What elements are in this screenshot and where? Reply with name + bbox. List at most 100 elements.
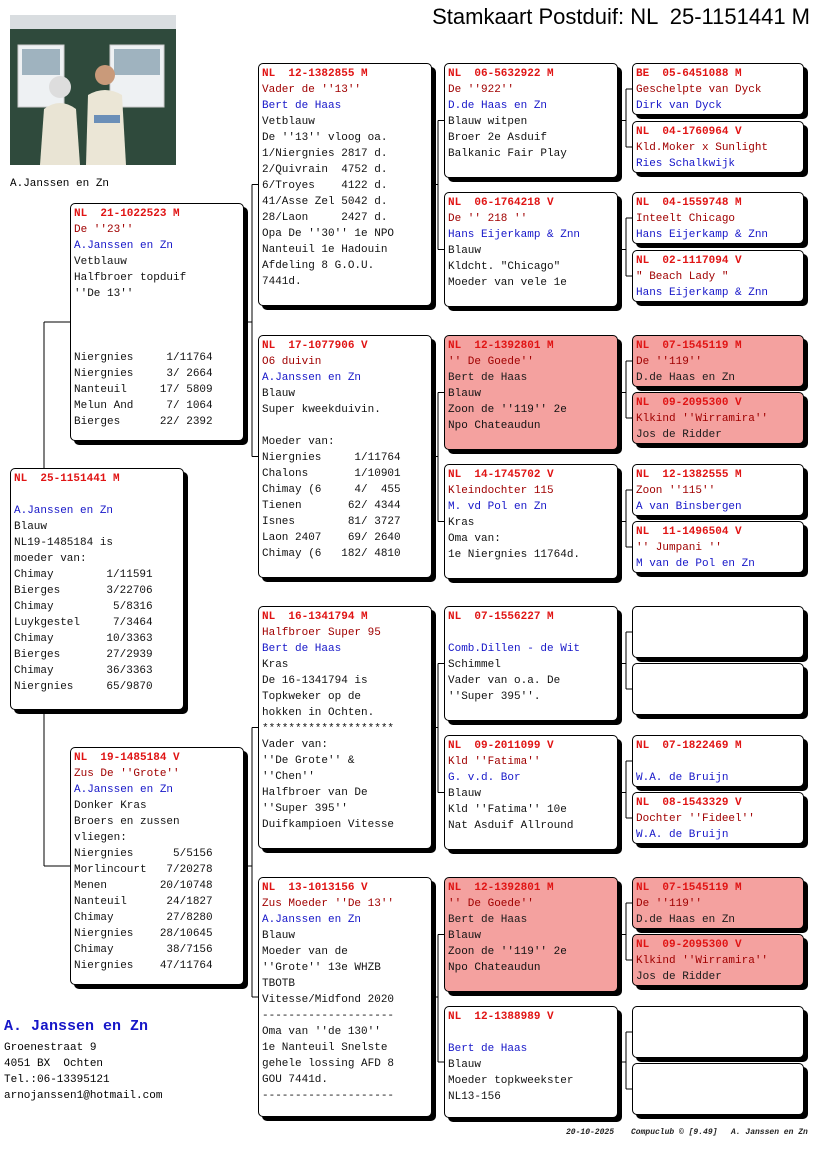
card-line: 7441d. xyxy=(262,276,302,288)
pedigree-card: NL 17-1077906 V O6 duivin A.Janssen en Zn B… xyxy=(258,335,432,578)
card-line: Halfbroer van De xyxy=(262,787,368,799)
ring-number: NL 14-1745702 V xyxy=(448,469,554,481)
pedigree-card: NL 09-2095300 V Klkind ''Wirramira'' Jos d… xyxy=(632,934,804,986)
pedigree-card: NL 16-1341794 M Halfbroer Super 95 Bert de… xyxy=(258,606,432,849)
card-line: Kras xyxy=(448,517,475,529)
address-line: Tel.:06-13395121 xyxy=(4,1074,110,1086)
card-line: Blauw xyxy=(448,388,482,400)
pigeon-name: Zus Moeder ''De 13'' xyxy=(262,898,395,910)
owner: Ries Schalkwijk xyxy=(636,158,736,170)
card-line: GOU 7441d. xyxy=(262,1074,329,1086)
pedigree-card: NL 19-1485184 V Zus De ''Grote'' A.Janssen… xyxy=(70,747,244,985)
card-line: Blauw xyxy=(448,930,482,942)
pedigree-card: NL 04-1559748 M Inteelt Chicago Hans Eijer… xyxy=(632,192,804,244)
ring-number: NL 25-1151441 M xyxy=(14,473,120,485)
card-line: Broer 2e Asduif xyxy=(448,132,548,144)
owner: Bert de Haas xyxy=(262,100,342,112)
card-line: Vitesse/Midfond 2020 xyxy=(262,994,395,1006)
ring-number: NL 07-1556227 M xyxy=(448,611,554,623)
pedigree-card: NL 09-2011099 V Kld ''Fatima'' G. v.d. Bor… xyxy=(444,735,618,850)
pedigree-card: NL 14-1745702 V Kleindochter 115 M. vd Pol… xyxy=(444,464,618,579)
ring-number: NL 06-5632922 M xyxy=(448,68,554,80)
owner: A.Janssen en Zn xyxy=(14,505,114,517)
pedigree-card: NL 04-1760964 V Kld.Moker x Sunlight Ries … xyxy=(632,121,804,173)
card-line: Chimay 1/11591 xyxy=(14,569,153,581)
card-line: Blauw xyxy=(262,930,296,942)
card-line: Menen 20/10748 xyxy=(74,880,213,892)
card-line: Blauw xyxy=(448,788,482,800)
owner: D.de Haas en Zn xyxy=(448,100,548,112)
address-line: Groenestraat 9 xyxy=(4,1042,97,1054)
owner: Hans Eijerkamp & Znn xyxy=(448,229,581,241)
pedigree-card xyxy=(632,1006,804,1058)
card-line: Oma van: xyxy=(448,533,501,545)
card-line: Niergnies 3/ 2664 xyxy=(74,368,213,380)
card-line: Chalons 1/10901 xyxy=(262,468,401,480)
pigeon-name: Vader de ''13'' xyxy=(262,84,362,96)
pedigree-card: NL 25-1151441 M A.Janssen en Zn Blauw NL19-… xyxy=(10,468,184,710)
owner: A.Janssen en Zn xyxy=(262,914,362,926)
ring-number: NL 12-1382555 M xyxy=(636,469,742,481)
card-line: Npo Chateaudun xyxy=(448,420,541,432)
pedigree-card xyxy=(632,1063,804,1115)
pedigree-card: NL 12-1392801 M '' De Goede'' Bert de Haas… xyxy=(444,877,618,992)
card-line: ******************** xyxy=(262,723,395,735)
card-line: ''De Grote'' & xyxy=(262,755,355,767)
pedigree-card: NL 09-2095300 V Klkind ''Wirramira'' Jos d… xyxy=(632,392,804,444)
pedigree-card: NL 12-1382855 M Vader de ''13'' Bert de Ha… xyxy=(258,63,432,306)
card-line: Chimay 36/3363 xyxy=(14,665,153,677)
card-line: gehele lossing AFD 8 xyxy=(262,1058,395,1070)
pedigree-card: NL 07-1545119 M De ''119'' D.de Haas en Zn xyxy=(632,335,804,387)
ring-number: NL 09-2095300 V xyxy=(636,939,742,951)
card-line: De 16-1341794 is xyxy=(262,675,368,687)
pigeon-name: O6 duivin xyxy=(262,356,322,368)
card-line: Moeder van de xyxy=(262,946,348,958)
card-line: Niergnies 5/5156 xyxy=(74,848,213,860)
card-line: Broers en zussen xyxy=(74,816,180,828)
ring-number: NL 12-1392801 M xyxy=(448,340,554,352)
owner: Bert de Haas xyxy=(448,372,528,384)
photo-caption: A.Janssen en Zn xyxy=(10,178,110,190)
card-line: hokken in Ochten. xyxy=(262,707,375,719)
owner: A.Janssen en Zn xyxy=(74,784,174,796)
card-line: Topkweker op de xyxy=(262,691,362,703)
card-line: Isnes 81/ 3727 xyxy=(262,516,401,528)
print-date: 20-10-2025 xyxy=(566,1128,615,1137)
card-line: vliegen: xyxy=(74,832,127,844)
card-line: NL13-156 xyxy=(448,1091,501,1103)
card-line: ''De 13'' xyxy=(74,288,134,300)
pedigree-card: NL 11-1496504 V '' Jumpani '' M van de Pol… xyxy=(632,521,804,573)
owner: W.A. de Bruijn xyxy=(636,829,729,841)
card-line: Laon 2407 69/ 2640 xyxy=(262,532,401,544)
card-line: Donker Kras xyxy=(74,800,147,812)
card-line: Niergnies 47/11764 xyxy=(74,960,213,972)
card-line: Kras xyxy=(262,659,289,671)
card-line: Afdeling 8 G.O.U. xyxy=(262,260,375,272)
card-line: Vader van: xyxy=(262,739,329,751)
ring-number: NL 07-1545119 M xyxy=(636,340,742,352)
ring-number: NL 19-1485184 V xyxy=(74,752,180,764)
card-line: 41/Asse Zel 5042 d. xyxy=(262,196,388,208)
card-line: Nat Asduif Allround xyxy=(448,820,574,832)
pigeon-name: Klkind ''Wirramira'' xyxy=(636,955,769,967)
ring-number: NL 09-2011099 V xyxy=(448,740,554,752)
pigeon-name: Kleindochter 115 xyxy=(448,485,554,497)
pigeon-name: De '' 218 '' xyxy=(448,213,528,225)
owner: A.Janssen en Zn xyxy=(262,372,362,384)
card-line: moeder van: xyxy=(14,553,87,565)
pigeon-name: '' De Goede'' xyxy=(448,898,534,910)
card-line: ''Grote'' 13e WHZB xyxy=(262,962,381,974)
card-line: ''Super 395''. xyxy=(448,691,541,703)
ring-number: NL 02-1117094 V xyxy=(636,255,742,267)
pedigree-card xyxy=(632,663,804,715)
card-line: Blauw xyxy=(448,245,482,257)
pigeon-name: '' De Goede'' xyxy=(448,356,534,368)
pigeon-name: " Beach Lady " xyxy=(636,271,729,283)
ring-number: NL 13-1013156 V xyxy=(262,882,368,894)
card-line: Niergnies 28/10645 xyxy=(74,928,213,940)
owner: G. v.d. Bor xyxy=(448,772,521,784)
ring-number: NL 09-2095300 V xyxy=(636,397,742,409)
print-owner: A. Janssen en Zn xyxy=(731,1128,808,1137)
